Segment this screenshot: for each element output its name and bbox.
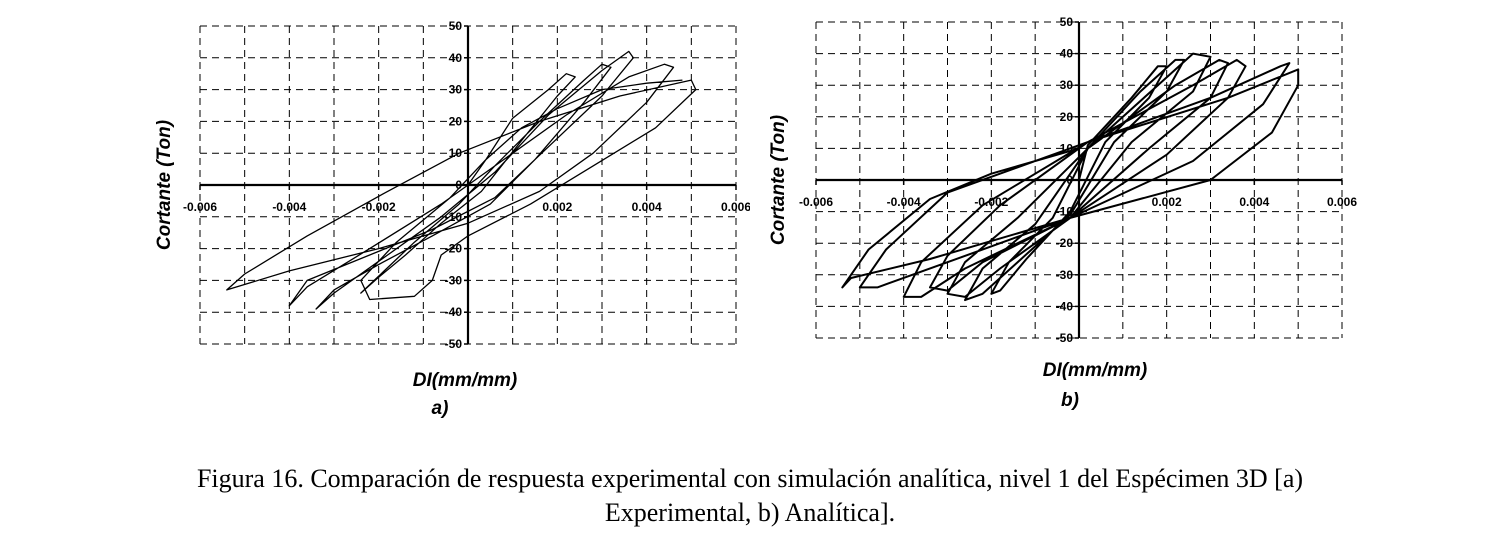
x-tick-label: -0.006 <box>183 200 217 214</box>
x-tick-label: -0.006 <box>799 195 833 209</box>
x-tick-label: 0.002 <box>1152 195 1182 209</box>
y-tick-label: 20 <box>449 114 463 128</box>
y-tick-label: -20 <box>1056 236 1074 250</box>
y-tick-label: -40 <box>1056 299 1074 313</box>
figure-caption: Figura 16. Comparación de respuesta expe… <box>0 462 1500 530</box>
caption-line-2: Experimental, b) Analítica]. <box>604 498 896 527</box>
caption-line-1: Figura 16. Comparación de respuesta expe… <box>196 464 1304 493</box>
x-tick-label: 0.006 <box>721 200 750 214</box>
y-tick-label: -30 <box>1056 268 1074 282</box>
y-tick-label: -30 <box>445 273 463 287</box>
y-axis-title: Cortante (Ton) <box>154 120 175 250</box>
y-tick-label: -40 <box>445 305 463 319</box>
x-tick-label: 0.004 <box>1239 195 1269 209</box>
hysteresis-curve <box>226 50 697 310</box>
x-tick-label: 0.004 <box>632 200 662 214</box>
panel-label: b) <box>1061 390 1079 411</box>
x-tick-label: -0.004 <box>887 195 921 209</box>
x-tick-label: 0.006 <box>1327 195 1357 209</box>
y-tick-label: 0 <box>455 178 462 192</box>
y-tick-label: 40 <box>449 51 463 65</box>
y-tick-label: -50 <box>1056 331 1074 345</box>
y-axis-title: Cortante (Ton) <box>768 115 789 245</box>
y-tick-label: 50 <box>449 19 463 33</box>
y-tick-label: 20 <box>1060 110 1074 124</box>
y-tick-label: 30 <box>1060 78 1074 92</box>
panel-label: a) <box>432 398 449 419</box>
y-tick-label: 0 <box>1066 173 1073 187</box>
hysteresis-curve <box>841 52 1300 302</box>
x-tick-label: -0.002 <box>362 200 396 214</box>
x-axis-title: DI(mm/mm) <box>413 370 518 391</box>
y-tick-label: 50 <box>1060 15 1074 29</box>
x-axis-title: DI(mm/mm) <box>1043 360 1148 381</box>
y-tick-label: -50 <box>445 337 463 351</box>
x-tick-label: 0.002 <box>542 200 572 214</box>
y-tick-label: 30 <box>449 83 463 97</box>
y-tick-label: 40 <box>1060 47 1074 61</box>
x-tick-label: -0.004 <box>272 200 306 214</box>
y-tick-label: -20 <box>445 242 463 256</box>
